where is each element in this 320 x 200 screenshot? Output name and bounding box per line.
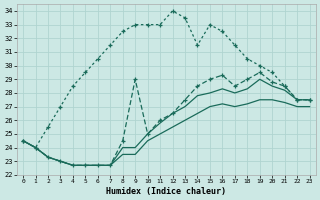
- X-axis label: Humidex (Indice chaleur): Humidex (Indice chaleur): [106, 187, 226, 196]
